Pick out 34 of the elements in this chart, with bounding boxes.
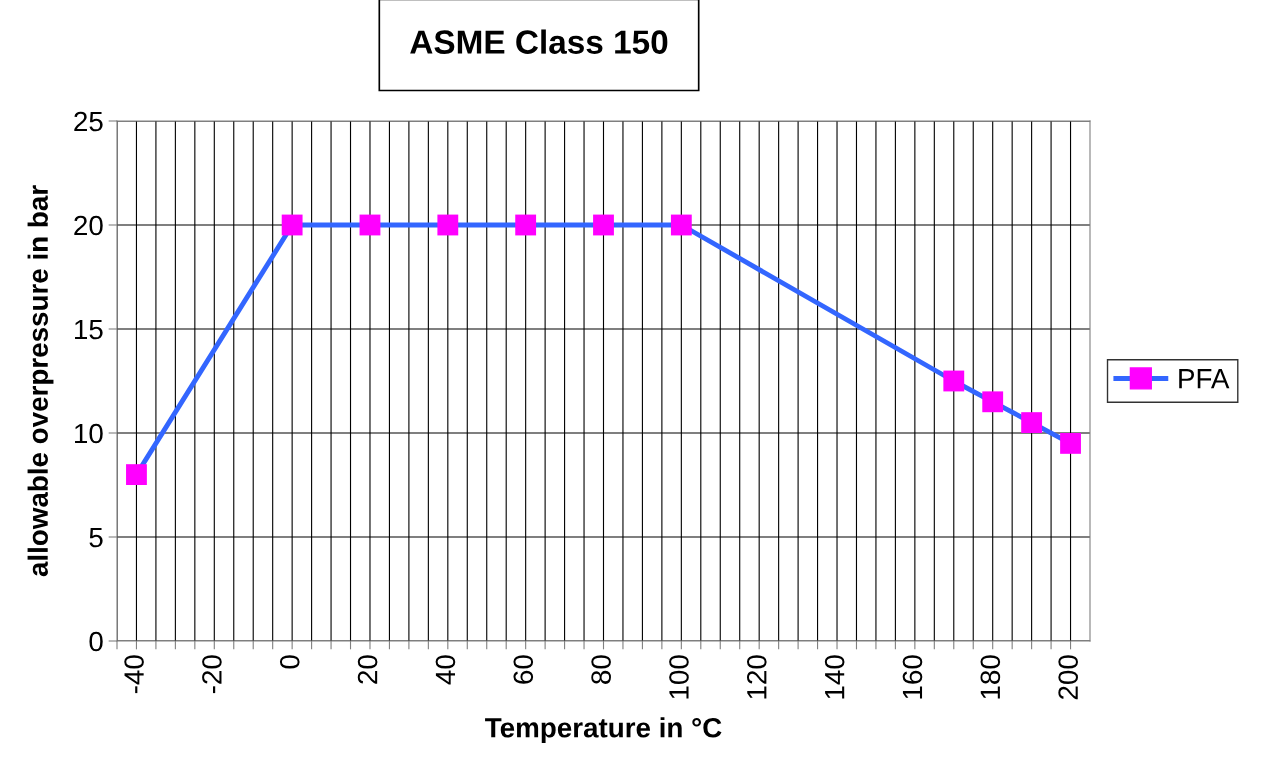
point — [670, 214, 692, 236]
x-tick-label: 200 — [1058, 655, 1078, 700]
point — [982, 391, 1004, 413]
point — [515, 214, 537, 236]
x-tick-label: 140 — [824, 655, 845, 699]
y-axis-title: allowable overpressure in bar — [27, 185, 54, 577]
point — [1021, 412, 1043, 434]
y-tick-label: 25 — [74, 111, 103, 132]
x-tick-label: 100 — [669, 655, 689, 699]
x-tick-label: -40 — [124, 655, 144, 694]
x-axis-title: Temperature in °C — [485, 717, 722, 744]
y-tick-label: 0 — [89, 631, 103, 652]
chart-title: ASME Class 150 — [410, 29, 668, 54]
y-tick-label: 15 — [75, 319, 103, 340]
x-tick-label: 60 — [513, 655, 534, 684]
x-tick-label: 120 — [746, 655, 767, 699]
point — [593, 214, 614, 236]
point — [126, 464, 147, 486]
x-tick-label: 80 — [591, 655, 611, 684]
y-tick-label: 20 — [74, 215, 103, 236]
x-tick-label: 160 — [902, 655, 923, 699]
x-tick-label: 40 — [435, 655, 456, 685]
legend-label: PFA — [1179, 369, 1230, 389]
point — [943, 370, 965, 392]
y-tick-label: 10 — [75, 423, 103, 444]
point — [281, 214, 303, 236]
y-tick-label: 5 — [89, 527, 103, 548]
point — [359, 214, 381, 236]
x-tick-label: -20 — [202, 655, 222, 694]
x-tick-label: 0 — [279, 655, 300, 669]
x-tick-label: 180 — [980, 655, 1001, 699]
point — [437, 214, 459, 236]
point — [1060, 432, 1081, 454]
x-tick-label: 20 — [357, 655, 378, 684]
